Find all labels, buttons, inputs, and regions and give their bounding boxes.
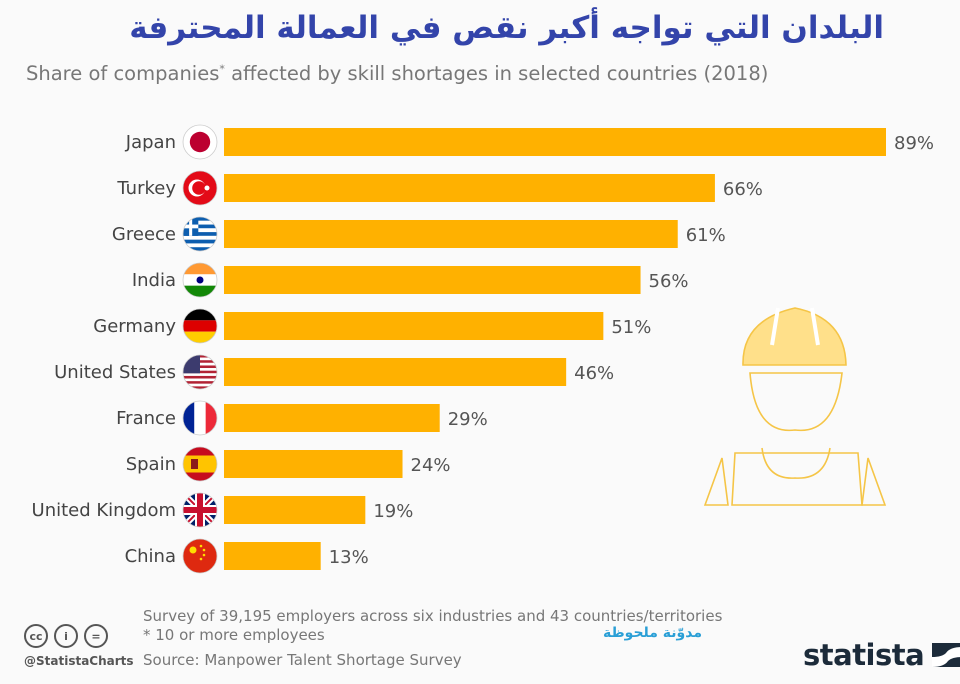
source-text: Source: Manpower Talent Shortage Survey [143, 651, 462, 669]
cc-icon[interactable]: cc [24, 624, 48, 648]
attribution-icon[interactable]: i [54, 624, 78, 648]
statista-logo-icon [932, 643, 960, 667]
bar-greece [224, 220, 678, 248]
bar-chart: Japan 89% Turkey 66% Greece 61% India 56% German… [32, 124, 934, 574]
value-label: 61% [686, 225, 726, 246]
blog-watermark: مدوّنة ملحوظة [603, 625, 703, 641]
statista-logo[interactable]: statista [803, 638, 960, 672]
usa-flag-icon [182, 354, 218, 390]
bar-france [224, 404, 440, 432]
bar-united-states [224, 358, 567, 386]
bar-india [224, 266, 641, 294]
bar-japan [224, 128, 886, 156]
spain-flag-icon [182, 446, 218, 482]
license-icons: cc i = [24, 624, 108, 648]
subtitle-text-rest: affected by skill shortages in selected … [224, 62, 769, 85]
turkey-flag-icon [182, 170, 218, 206]
chart-subtitle: Share of companies* affected by skill sh… [26, 62, 768, 85]
category-label: Spain [126, 454, 176, 475]
india-flag-icon [182, 262, 218, 298]
china-flag-icon [182, 538, 218, 574]
survey-note: Survey of 39,195 employers across six in… [143, 607, 723, 625]
twitter-handle[interactable]: @StatistaCharts [24, 654, 134, 668]
bar-turkey [224, 174, 715, 202]
chart-title: البلدان التي تواجه أكبر نقص في العمالة ا… [129, 10, 884, 46]
value-label: 19% [373, 501, 413, 522]
category-label: Greece [112, 224, 176, 245]
asterisk-note: * 10 or more employees [143, 626, 325, 644]
construction-worker-icon [703, 307, 887, 506]
value-label: 24% [411, 455, 451, 476]
france-flag-icon [182, 400, 218, 436]
category-label: Turkey [116, 178, 176, 199]
category-label: Germany [93, 316, 176, 337]
category-label: India [132, 270, 176, 291]
bar-china [224, 542, 321, 570]
category-label: Japan [125, 132, 176, 153]
value-label: 46% [574, 363, 614, 384]
value-label: 29% [448, 409, 488, 430]
value-label: 66% [723, 179, 763, 200]
germany-flag-icon [182, 308, 218, 344]
value-label: 56% [649, 271, 689, 292]
subtitle-asterisk: * [219, 62, 225, 76]
category-label: United States [54, 362, 176, 383]
japan-flag-icon [182, 124, 218, 160]
category-label: France [116, 408, 176, 429]
bar-united-kingdom [224, 496, 366, 524]
value-label: 89% [894, 133, 934, 154]
uk-flag-icon [182, 492, 218, 528]
no-derivatives-icon[interactable]: = [84, 624, 108, 648]
category-label: China [125, 546, 176, 567]
value-label: 51% [611, 317, 651, 338]
footer-notes: Survey of 39,195 employers across six in… [143, 607, 722, 645]
bar-germany [224, 312, 604, 340]
subtitle-text: Share of companies [26, 62, 220, 85]
logo-text: statista [803, 638, 925, 672]
value-label: 13% [329, 547, 369, 568]
greece-flag-icon [182, 216, 218, 252]
category-label: United Kingdom [32, 500, 176, 521]
bar-spain [224, 450, 403, 478]
